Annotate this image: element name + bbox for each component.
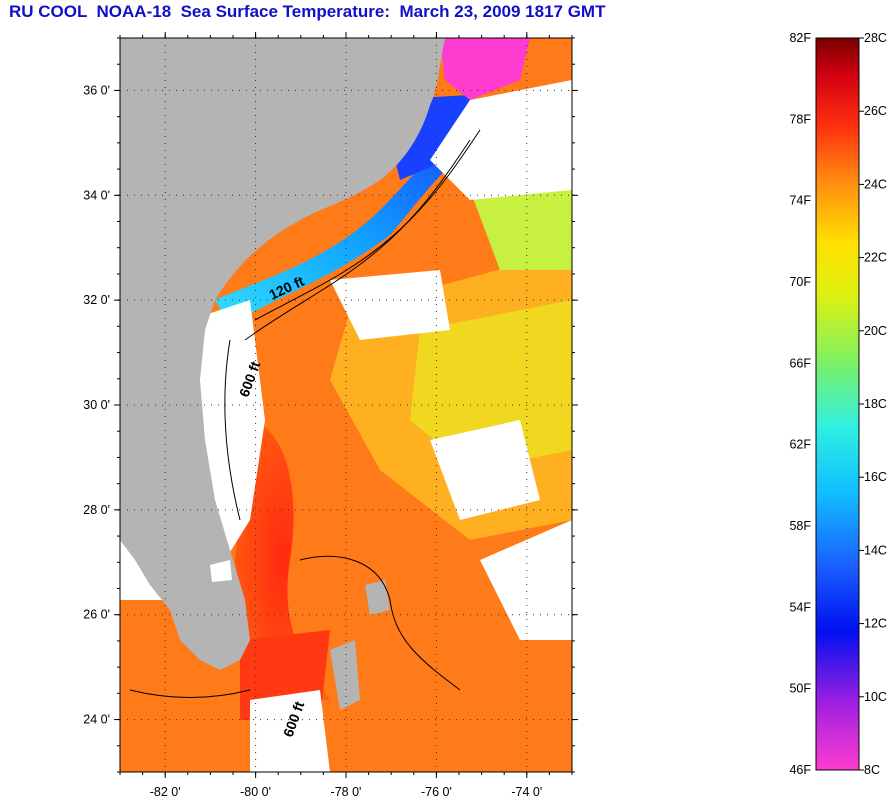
colorbar-labels: 82F 78F 74F 70F 66F 62F 58F 54F 50F 46F 28C 26C 24C 2…: [789, 31, 886, 777]
magenta-cold-patch: [440, 38, 530, 100]
island: [330, 640, 360, 710]
map-title: RU COOL NOAA-18 Sea Surface Temperature:…: [9, 2, 606, 21]
sst-yellow-patch: [410, 300, 572, 470]
colorbar-c-label: 24C: [864, 177, 887, 191]
contour-600ft-south: [224, 339, 241, 521]
land-mass: [120, 38, 445, 670]
island: [365, 580, 390, 615]
lon-tick-label: -80 0': [240, 785, 271, 799]
lon-tick-label: -76 0': [421, 785, 452, 799]
lat-tick-label: 34 0': [83, 188, 110, 202]
colorbar-f-label: 62F: [789, 438, 811, 452]
contour-bahamas: [299, 555, 461, 691]
cloud-mask: [430, 420, 540, 520]
cloud-mask: [250, 690, 330, 772]
colorbar-gradient: [815, 37, 860, 771]
contour-600ft: [254, 129, 481, 321]
colorbar-c-label: 16C: [864, 470, 887, 484]
colorbar-f-label: 66F: [789, 356, 811, 370]
colorbar-c-label: 10C: [864, 690, 887, 704]
axis-ticks: 36 0' 34 0' 32 0' 30 0' 28 0' 26 0' 24 0' -82 0…: [83, 32, 578, 799]
colorbar-c-label: 28C: [864, 31, 887, 45]
sst-green-patch: [470, 180, 572, 270]
colorbar-f-label: 46F: [789, 763, 811, 777]
colorbar-c-label: 26C: [864, 104, 887, 118]
colorbar-f-label: 54F: [789, 600, 811, 614]
lat-tick-label: 32 0': [83, 293, 110, 307]
colorbar-c-label: 12C: [864, 617, 887, 631]
lat-tick-label: 36 0': [83, 83, 110, 97]
colorbar-c-label: 8C: [864, 763, 880, 777]
colorbar-f-label: 78F: [789, 112, 811, 126]
cloud-mask: [330, 270, 450, 340]
colorbar-f-label: 82F: [789, 31, 811, 45]
colorbar-c-label: 18C: [864, 397, 887, 411]
lat-tick-label: 30 0': [83, 398, 110, 412]
gulf-stream-band: [235, 420, 330, 700]
colorbar-f-label: 74F: [789, 194, 811, 208]
lat-tick-label: 28 0': [83, 503, 110, 517]
cloud-mask: [430, 80, 572, 200]
colorbar-c-label: 20C: [864, 324, 887, 338]
colorbar-c-label: 14C: [864, 543, 887, 557]
colorbar-f-label: 70F: [789, 275, 811, 289]
contour-keys: [129, 689, 251, 698]
lon-tick-label: -78 0': [331, 785, 362, 799]
cloud-mask: [480, 520, 572, 640]
contour-120ft: [244, 139, 471, 341]
map-plot-area: [120, 38, 572, 772]
lake-okeechobee: [210, 560, 232, 582]
lon-tick-label: -82 0': [150, 785, 181, 799]
colorbar-c-label: 22C: [864, 251, 887, 265]
lat-tick-label: 24 0': [83, 713, 110, 727]
colorbar-f-label: 50F: [789, 682, 811, 696]
lat-tick-label: 26 0': [83, 608, 110, 622]
colorbar-f-label: 58F: [789, 519, 811, 533]
lon-tick-label: -74 0': [511, 785, 542, 799]
